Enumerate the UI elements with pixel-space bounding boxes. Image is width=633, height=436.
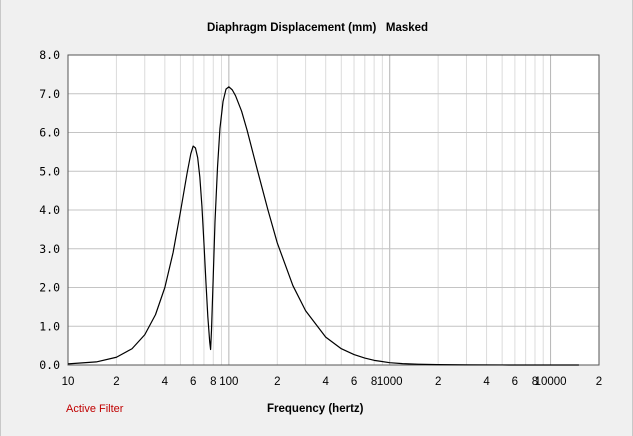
x-tick-label: 8 [532,376,538,388]
plot-frame [67,54,600,366]
x-tick-label: 2 [596,376,602,388]
x-tick-label: 2 [435,376,441,388]
series-layer [67,86,579,366]
y-tick-label: 6.0 [39,126,60,140]
x-tick-label: 8 [371,376,377,388]
x-tick-label: 10000 [535,376,567,388]
x-tick-label: 2 [274,376,280,388]
x-tick-label: 4 [483,376,490,388]
y-tick-label: 3.0 [39,242,60,256]
x-tick-label: 100 [219,376,238,388]
y-tick-label: 2.0 [39,281,60,295]
x-tick-label: 6 [351,376,357,388]
x-tick-label: 2 [113,376,119,388]
x-axis-label: Frequency (hertz) [267,403,364,415]
x-tick-label: 10 [62,376,75,388]
chart-title: Diaphragm Displacement (mm) Masked [206,22,429,34]
y-tick-label: 8.0 [39,48,60,62]
y-tick-label: 0.0 [39,358,60,372]
x-tick-label: 6 [512,376,518,388]
series-line [67,86,579,366]
x-tick-label: 1000 [377,376,403,388]
grid-lines [68,55,599,365]
y-tick-label: 4.0 [39,203,60,217]
y-axis-ticks: 0.0 1.0 2.0 3.0 4.0 5.0 6.0 7.0 8.0 [39,48,60,372]
x-tick-label: 4 [162,376,169,388]
active-filter-label: Active Filter [66,403,124,415]
y-tick-label: 1.0 [39,319,60,333]
x-tick-label: 6 [190,376,196,388]
x-tick-label: 4 [323,376,330,388]
x-tick-label: 8 [210,376,216,388]
y-tick-label: 5.0 [39,164,60,178]
y-tick-label: 7.0 [39,87,60,101]
